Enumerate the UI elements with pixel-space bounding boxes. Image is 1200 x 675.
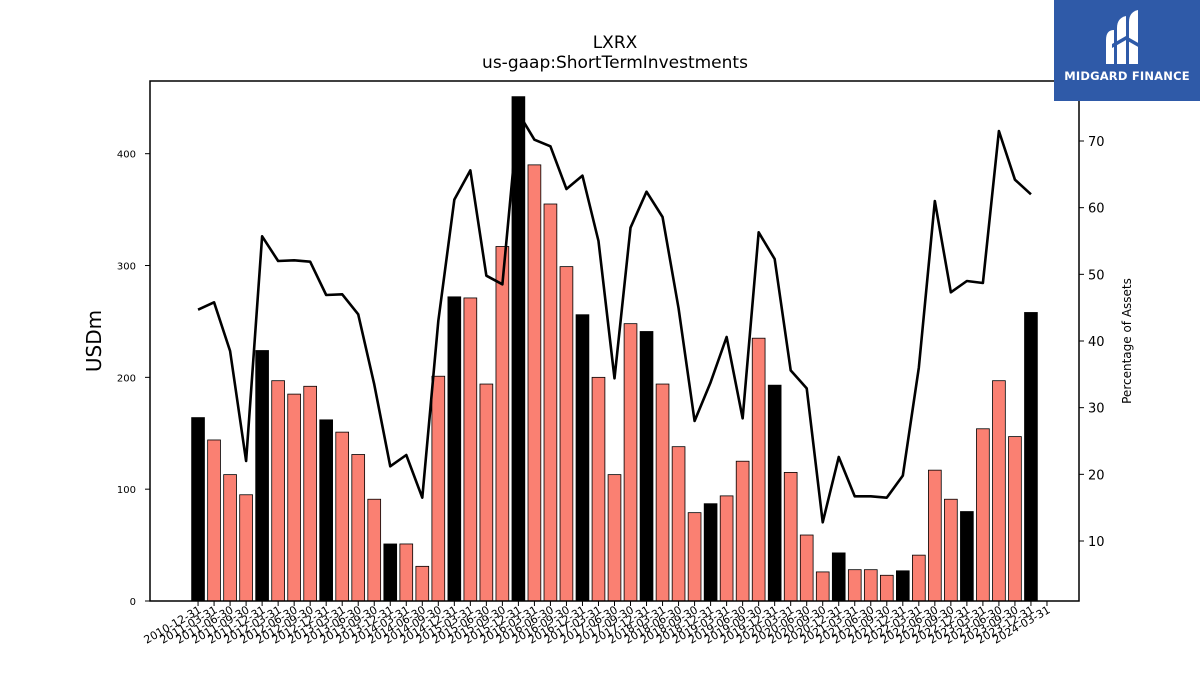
bar <box>239 494 253 602</box>
y-tick-label: 0 <box>130 597 136 608</box>
bar <box>447 296 462 602</box>
line-group <box>197 111 1032 524</box>
bar <box>928 469 942 602</box>
bar <box>896 570 910 602</box>
bar <box>559 266 574 602</box>
logo-text: MIDGARD FINANCE <box>1064 69 1190 83</box>
chart-subtitle: us-gaap:ShortTermInvestments <box>482 53 748 73</box>
bar <box>207 439 221 602</box>
y-tick-label: 200 <box>117 373 136 384</box>
bar <box>255 350 269 602</box>
bar <box>415 565 430 602</box>
y-axis-label: USDm <box>82 310 106 372</box>
bar <box>399 543 414 602</box>
bar <box>543 203 558 602</box>
bars-group <box>191 96 1038 602</box>
y2-tick-label: 60 <box>1088 202 1105 217</box>
bar <box>351 454 366 602</box>
chart-title: LXRX <box>593 33 638 53</box>
bar <box>992 380 1006 602</box>
y-tick-label: 100 <box>117 485 136 496</box>
bar <box>783 471 798 602</box>
bar <box>463 297 478 602</box>
bar <box>815 571 830 602</box>
bar <box>960 511 974 602</box>
bar <box>847 569 862 602</box>
bar <box>831 552 846 602</box>
y2-tick-label: 20 <box>1088 468 1105 483</box>
bar <box>703 503 718 602</box>
bar <box>976 428 990 602</box>
y2-tick-label: 70 <box>1088 135 1105 150</box>
bar <box>1024 312 1038 602</box>
bar <box>879 574 894 602</box>
bar <box>671 446 686 602</box>
percentage-line <box>197 111 1032 524</box>
bar <box>495 246 510 602</box>
bar <box>655 383 670 602</box>
bar <box>431 375 446 602</box>
y2-tick-label: 30 <box>1088 402 1105 417</box>
bar <box>687 512 702 602</box>
bar <box>271 380 285 602</box>
y2-tick-label: 10 <box>1088 535 1105 550</box>
bar <box>591 376 606 602</box>
bar <box>767 384 782 602</box>
bar <box>335 431 350 602</box>
bar <box>944 498 958 602</box>
bar <box>575 314 590 602</box>
bar <box>1008 436 1022 602</box>
logo: MIDGARD FINANCE <box>1054 0 1200 101</box>
bar <box>751 337 766 602</box>
y-tick-label: 300 <box>117 262 136 273</box>
y2-axis-label: Percentage of Assets <box>1120 278 1134 404</box>
axes-group: 0100200300400102030405060702010-12-31201… <box>117 80 1105 647</box>
y2-tick-label: 50 <box>1088 268 1105 283</box>
bar <box>912 554 926 602</box>
midgard-logo-icon <box>1106 10 1140 64</box>
bar <box>223 474 237 602</box>
bar <box>479 383 494 602</box>
bar <box>319 419 333 602</box>
y2-tick-label: 40 <box>1088 335 1105 350</box>
bar <box>623 323 638 602</box>
y-tick-label: 400 <box>117 150 136 161</box>
bar <box>719 495 734 602</box>
bar <box>383 543 398 602</box>
bar <box>303 385 317 602</box>
bar <box>191 417 205 602</box>
bar <box>863 569 878 602</box>
bar <box>735 460 750 602</box>
bar <box>607 474 622 602</box>
bar <box>367 498 382 602</box>
bar <box>639 331 654 602</box>
bar <box>799 534 814 602</box>
bar <box>287 393 301 602</box>
bar <box>527 164 542 602</box>
